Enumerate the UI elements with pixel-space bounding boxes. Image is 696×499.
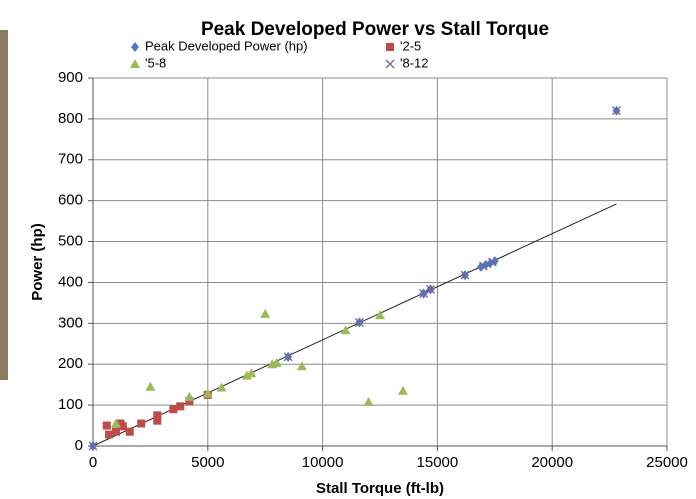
marker — [241, 370, 252, 380]
x-tick-label: 25000 — [646, 454, 688, 471]
legend-label: '8-12 — [400, 55, 429, 70]
marker — [397, 385, 408, 395]
marker — [419, 289, 429, 298]
marker — [246, 368, 257, 378]
marker — [202, 388, 213, 398]
marker — [612, 106, 621, 116]
x-axis-label: Stall Torque (ft-lb) — [316, 480, 444, 497]
legend-label: Peak Developed Power (hp) — [145, 38, 308, 53]
marker — [110, 418, 121, 428]
marker — [105, 430, 114, 439]
marker — [185, 397, 194, 406]
marker — [490, 256, 499, 267]
marker — [340, 325, 351, 335]
marker — [137, 419, 146, 428]
legend-label: '5-8 — [145, 55, 166, 70]
marker — [385, 59, 395, 69]
y-tick-label: 100 — [58, 396, 83, 413]
marker — [88, 441, 98, 451]
marker — [130, 59, 140, 68]
marker — [125, 427, 134, 436]
x-tick-label: 15000 — [417, 454, 459, 471]
chart-title: Peak Developed Power vs Stall Torque — [201, 19, 549, 40]
background-photo-strip — [0, 30, 8, 380]
marker — [386, 43, 394, 51]
marker — [153, 411, 162, 420]
marker — [426, 284, 435, 294]
chart-area — [10, 0, 696, 499]
marker — [375, 310, 385, 320]
x-tick-label: 0 — [89, 454, 97, 471]
legend-label: '2-5 — [400, 38, 421, 53]
marker — [488, 257, 497, 267]
marker — [363, 396, 374, 406]
marker — [131, 42, 139, 52]
marker — [176, 402, 185, 411]
marker — [145, 381, 156, 391]
x-tick-label: 10000 — [302, 454, 344, 471]
marker — [169, 405, 178, 414]
y-tick-label: 0 — [75, 437, 83, 454]
y-axis-label: Power (hp) — [29, 223, 46, 301]
y-tick-label: 700 — [58, 151, 83, 168]
marker — [184, 391, 195, 401]
y-tick-label: 200 — [58, 355, 83, 372]
y-tick-label: 500 — [58, 233, 83, 250]
marker — [271, 357, 282, 367]
marker — [153, 416, 162, 425]
marker — [283, 352, 293, 362]
y-tick-label: 800 — [58, 110, 83, 127]
marker — [216, 382, 227, 392]
marker — [118, 422, 127, 431]
y-tick-label: 900 — [58, 69, 83, 86]
x-tick-label: 20000 — [531, 454, 573, 471]
marker — [296, 361, 307, 371]
x-tick-label: 5000 — [191, 454, 224, 471]
marker — [460, 270, 470, 280]
y-tick-label: 300 — [58, 314, 83, 331]
marker — [102, 421, 111, 430]
marker — [478, 261, 488, 271]
y-tick-label: 600 — [58, 192, 83, 209]
marker — [111, 427, 120, 436]
y-tick-label: 400 — [58, 273, 83, 290]
marker — [354, 318, 364, 327]
marker — [260, 308, 271, 318]
